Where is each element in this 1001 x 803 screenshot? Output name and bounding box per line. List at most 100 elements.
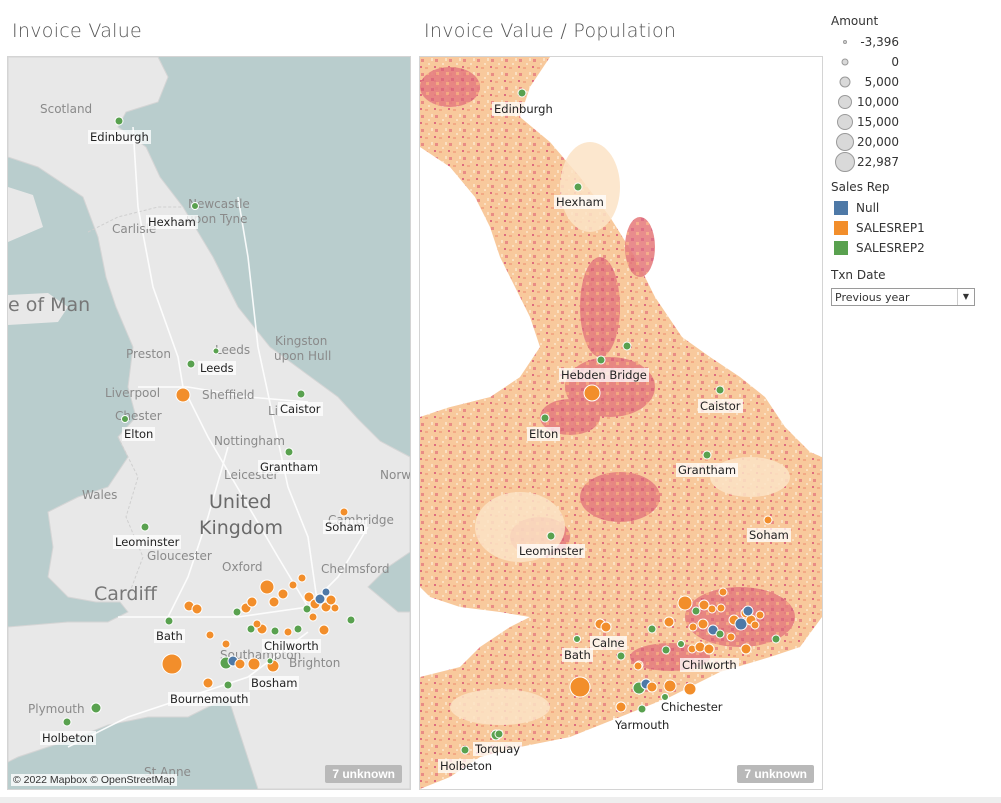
amount-value: 15,000 bbox=[857, 115, 899, 129]
point-c9 bbox=[707, 604, 717, 614]
amount-legend-title: Amount bbox=[831, 14, 879, 28]
amount-value: -3,396 bbox=[860, 35, 899, 49]
point-b4 bbox=[247, 657, 261, 671]
map-label-leeds-base: Leeds bbox=[215, 343, 251, 357]
size-circle-icon bbox=[838, 95, 852, 109]
point-leeds-b bbox=[212, 347, 220, 355]
amount-legend-item[interactable]: 10,000 bbox=[831, 92, 991, 112]
unknown-badge-right[interactable]: 7 unknown bbox=[737, 765, 814, 783]
amount-legend-item[interactable]: 15,000 bbox=[831, 112, 991, 132]
amount-value: 0 bbox=[891, 55, 899, 69]
point-a24 bbox=[283, 627, 293, 637]
point-a27 bbox=[246, 624, 256, 634]
point-leominster bbox=[546, 531, 556, 541]
label-yarmouth: Yarmouth bbox=[613, 718, 672, 732]
label-grantham: Grantham bbox=[676, 463, 739, 477]
amount-value: 10,000 bbox=[857, 95, 899, 109]
point-bosham bbox=[266, 657, 274, 665]
point-c22 bbox=[755, 610, 765, 620]
txn-date-selected-value: Previous year bbox=[835, 291, 910, 304]
point-bath bbox=[164, 616, 174, 626]
point-c15 bbox=[715, 629, 725, 639]
point-c20 bbox=[742, 605, 754, 617]
point-hebden bbox=[175, 387, 191, 403]
txn-date-select[interactable]: Previous year ▼ bbox=[831, 288, 975, 306]
point-a9 bbox=[268, 596, 280, 608]
size-circle-icon bbox=[843, 40, 847, 44]
point-b3 bbox=[234, 658, 246, 670]
label-hexham: Hexham bbox=[146, 215, 198, 229]
point-holbeton bbox=[62, 717, 72, 727]
point-a8 bbox=[259, 579, 275, 595]
unknown-badge-left[interactable]: 7 unknown bbox=[325, 765, 402, 783]
point-a25 bbox=[270, 626, 280, 636]
left-map-points[interactable] bbox=[8, 57, 410, 789]
label-chilworth: Chilworth bbox=[262, 639, 321, 653]
amount-value: 22,987 bbox=[857, 155, 899, 169]
point-hebden-bridge-a bbox=[596, 355, 606, 365]
txn-date-filter-title: Txn Date bbox=[831, 268, 886, 282]
map-label-cardiff: Cardiff bbox=[94, 583, 157, 605]
label-caistor: Caistor bbox=[698, 399, 743, 413]
point-c10 bbox=[716, 603, 726, 613]
point-hexham bbox=[191, 202, 199, 210]
point-a19 bbox=[330, 603, 340, 613]
label-leeds: Leeds bbox=[198, 361, 236, 375]
point-c30 bbox=[633, 661, 643, 671]
label-caistor: Caistor bbox=[278, 402, 323, 416]
point-bath bbox=[616, 651, 626, 661]
map-label-li: Li bbox=[268, 404, 279, 418]
sales-rep-legend-item[interactable]: SALESREP2 bbox=[831, 238, 991, 258]
left-chart-title: Invoice Value bbox=[12, 20, 143, 42]
map-label-kingston: Kingston bbox=[275, 334, 328, 348]
point-southwest-big bbox=[161, 653, 183, 675]
point-hebden-bridge-c bbox=[583, 384, 601, 402]
map-copyright[interactable]: © 2022 Mapbox © OpenStreetMap bbox=[11, 774, 177, 786]
right-chart-title: Invoice Value / Population bbox=[424, 20, 677, 42]
amount-value: 5,000 bbox=[864, 75, 899, 89]
invoice-value-map[interactable]: Scotland Newcastle upon Tyne Carlisle e … bbox=[7, 56, 411, 790]
point-yarmouth-b bbox=[637, 704, 647, 714]
chevron-down-icon[interactable]: ▼ bbox=[957, 289, 974, 305]
map-label-carlisle: Carlisle bbox=[112, 222, 157, 236]
point-holbeton bbox=[460, 745, 470, 755]
label-leominster: Leominster bbox=[113, 535, 182, 549]
amount-legend-item[interactable]: 20,000 bbox=[831, 132, 991, 152]
sales-rep-legend-item[interactable]: Null bbox=[831, 198, 991, 218]
point-elton bbox=[540, 413, 550, 423]
point-c21 bbox=[750, 620, 760, 630]
amount-legend-item[interactable]: 22,987 bbox=[831, 152, 991, 172]
amount-legend-item[interactable]: -3,396 bbox=[831, 32, 991, 52]
invoice-value-per-population-map[interactable]: Edinburgh Hexham Hebden Bridge Caistor E… bbox=[419, 56, 823, 790]
point-hexham bbox=[573, 182, 583, 192]
label-soham: Soham bbox=[323, 520, 367, 534]
point-c13 bbox=[697, 618, 709, 630]
point-c7 bbox=[691, 606, 701, 616]
label-edinburgh: Edinburgh bbox=[492, 102, 555, 116]
right-map-points[interactable] bbox=[420, 57, 822, 789]
point-soham bbox=[763, 515, 773, 525]
point-elton bbox=[121, 415, 129, 423]
point-a3 bbox=[205, 630, 215, 640]
label-hexham: Hexham bbox=[554, 195, 606, 209]
sales-rep-label: SALESREP2 bbox=[856, 241, 925, 255]
map-label-oxford: Oxford bbox=[222, 560, 263, 574]
point-southwest-big bbox=[569, 676, 591, 698]
map-label-nottingham: Nottingham bbox=[214, 434, 285, 448]
map-label-newcastle: Newcastle bbox=[188, 197, 250, 211]
label-edinburgh: Edinburgh bbox=[88, 130, 151, 144]
point-b7 bbox=[223, 680, 233, 690]
map-label-preston: Preston bbox=[126, 347, 171, 361]
map-label-liverpool: Liverpool bbox=[105, 386, 161, 400]
point-a21 bbox=[308, 612, 318, 622]
amount-legend[interactable]: -3,396 0 5,000 10,000 15,000 20,000 22,9… bbox=[831, 32, 991, 172]
map-label-norw: Norw bbox=[380, 468, 411, 482]
amount-legend-item[interactable]: 5,000 bbox=[831, 72, 991, 92]
sales-rep-legend-item[interactable]: SALESREP1 bbox=[831, 218, 991, 238]
point-torquay-b bbox=[494, 729, 504, 739]
point-a15 bbox=[314, 593, 326, 605]
amount-legend-item[interactable]: 0 bbox=[831, 52, 991, 72]
salesrep1-color-swatch bbox=[834, 221, 848, 235]
label-bosham: Bosham bbox=[249, 676, 300, 690]
sales-rep-legend[interactable]: Null SALESREP1 SALESREP2 bbox=[831, 198, 991, 258]
